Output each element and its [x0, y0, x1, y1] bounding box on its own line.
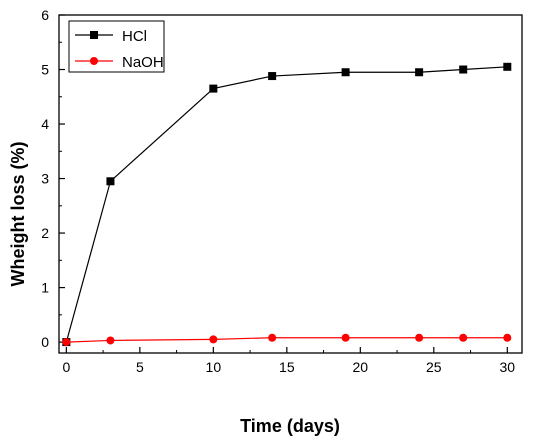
x-axis-label: Time (days)	[240, 416, 340, 436]
y-axis-label: Wheight loss (%)	[8, 142, 28, 287]
legend: HCl NaOH	[68, 20, 165, 73]
x-tick-label: 10	[206, 359, 222, 375]
y-tick-label: 3	[41, 171, 49, 187]
x-tick-label: 0	[62, 359, 70, 375]
data-point-hcl	[106, 177, 115, 186]
data-point-hcl	[209, 84, 218, 93]
legend-marker-hcl	[90, 31, 98, 39]
data-point-hcl	[415, 68, 424, 77]
data-point-hcl	[341, 68, 350, 77]
legend-marker-naoh	[90, 57, 98, 65]
series-layer	[62, 62, 512, 347]
data-point-naoh	[415, 333, 424, 342]
data-point-hcl	[459, 65, 468, 74]
x-tick-label: 30	[500, 359, 516, 375]
legend-label-naoh: NaOH	[122, 54, 164, 71]
y-tick-label: 0	[41, 334, 49, 350]
x-tick-label: 20	[353, 359, 369, 375]
data-point-naoh	[341, 333, 350, 342]
y-tick-label: 2	[41, 225, 49, 241]
x-tick-label: 15	[279, 359, 295, 375]
data-point-naoh	[268, 333, 277, 342]
data-point-naoh	[459, 333, 468, 342]
series-line-hcl	[65, 66, 508, 343]
series-line-naoh	[66, 337, 508, 343]
x-tick-label: 5	[136, 359, 144, 375]
y-tick-label: 4	[41, 116, 49, 132]
legend-box	[68, 20, 165, 73]
data-point-hcl	[268, 72, 277, 81]
data-point-naoh	[62, 338, 71, 347]
data-point-hcl	[503, 62, 512, 71]
data-point-naoh	[503, 333, 512, 342]
data-point-naoh	[209, 335, 218, 344]
x-tick-label: 25	[426, 359, 442, 375]
y-tick-label: 6	[41, 7, 49, 23]
legend-label-hcl: HCl	[122, 28, 147, 45]
data-point-naoh	[106, 336, 115, 345]
y-tick-label: 1	[41, 280, 49, 296]
axes-layer: 0 5 10 15 20 25 30 0 1 2 3 4 5 6	[41, 7, 515, 375]
plot-frame	[58, 14, 523, 354]
y-tick-label: 5	[41, 62, 49, 78]
